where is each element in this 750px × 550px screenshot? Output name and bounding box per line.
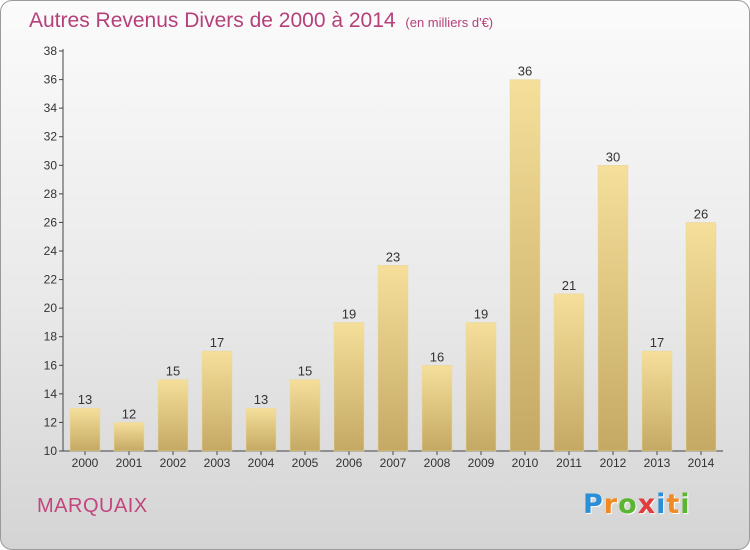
value-label-2008: 16	[430, 349, 444, 364]
y-tick-label: 36	[44, 73, 58, 87]
x-tick-label-2014: 2014	[688, 456, 715, 470]
value-label-2014: 26	[694, 206, 708, 221]
value-label-2000: 13	[78, 392, 92, 407]
x-tick-label-2008: 2008	[424, 456, 451, 470]
x-tick-label-2013: 2013	[644, 456, 671, 470]
bar-2011	[553, 293, 585, 452]
bar-2012	[597, 165, 629, 452]
bar-2000	[69, 407, 101, 452]
logo-letter: r	[603, 489, 619, 520]
x-tick-label-2001: 2001	[116, 456, 143, 470]
y-tick-label: 34	[44, 101, 58, 115]
value-label-2007: 23	[386, 249, 400, 264]
y-tick-label: 16	[44, 358, 58, 372]
y-tick-label: 24	[44, 244, 58, 258]
logo-letter: P	[583, 489, 604, 520]
place-name: MARQUAIX	[37, 495, 148, 517]
bar-2001	[113, 422, 145, 452]
value-label-2012: 30	[606, 149, 620, 164]
y-tick-label: 10	[44, 444, 58, 458]
bar-2006	[333, 322, 365, 452]
y-tick-label: 20	[44, 301, 58, 315]
bar-2007	[377, 265, 409, 452]
y-tick-label: 38	[44, 44, 58, 58]
chart-subtitle: (en milliers d'€)	[405, 15, 494, 30]
y-tick-label: 12	[44, 415, 58, 429]
value-label-2001: 12	[122, 406, 136, 421]
logo-letter: t	[666, 489, 681, 520]
x-tick-label-2010: 2010	[512, 456, 539, 470]
bar-2005	[289, 379, 321, 452]
x-tick-label-2011: 2011	[556, 456, 582, 470]
labels: 13 2000 12 2001 15 2002 17 2003 13 2004 15 2005 19 20…	[72, 64, 715, 470]
bar-2004	[245, 407, 277, 452]
bar-2009	[465, 322, 497, 452]
value-label-2003: 17	[210, 335, 224, 350]
value-label-2002: 15	[166, 364, 180, 379]
bar-2013	[641, 350, 673, 452]
bar-2003	[201, 350, 233, 452]
x-tick-label-2006: 2006	[336, 456, 363, 470]
x-tick-label-2002: 2002	[160, 456, 187, 470]
x-tick-label-2000: 2000	[72, 456, 99, 470]
value-label-2005: 15	[298, 364, 312, 379]
x-tick-label-2012: 2012	[600, 456, 627, 470]
proxiti-logo: Proxiti	[583, 489, 691, 520]
y-tick-label: 18	[44, 330, 58, 344]
logo-letter: i	[680, 489, 691, 520]
bars	[69, 79, 717, 452]
y-tick-label: 28	[44, 187, 58, 201]
y-tick-label: 22	[44, 273, 58, 287]
y-tick-label: 14	[44, 387, 58, 401]
y-tick-label: 30	[44, 158, 58, 172]
value-label-2010: 36	[518, 64, 532, 79]
value-label-2013: 17	[650, 335, 664, 350]
bar-2002	[157, 379, 189, 452]
x-tick-label-2009: 2009	[468, 456, 495, 470]
logo-letter: o	[618, 489, 638, 520]
chart-title: Autres Revenus Divers de 2000 à 2014 (en…	[29, 9, 493, 33]
bar-2010	[509, 79, 541, 452]
bar-2014	[685, 222, 717, 452]
value-label-2011: 21	[562, 278, 576, 293]
x-tick-label-2007: 2007	[380, 456, 407, 470]
x-tick-label-2004: 2004	[248, 456, 275, 470]
y-tick-label: 26	[44, 215, 58, 229]
logo-letter: i	[656, 489, 667, 520]
bar-2008	[421, 365, 453, 452]
chart-title-text: Autres Revenus Divers de 2000 à 2014	[29, 9, 396, 32]
logo-letter: x	[637, 489, 657, 520]
y-tick-label: 32	[44, 130, 58, 144]
x-tick-label-2003: 2003	[204, 456, 231, 470]
value-label-2004: 13	[254, 392, 268, 407]
value-label-2006: 19	[342, 306, 356, 321]
value-label-2009: 19	[474, 306, 488, 321]
x-tick-label-2005: 2005	[292, 456, 319, 470]
